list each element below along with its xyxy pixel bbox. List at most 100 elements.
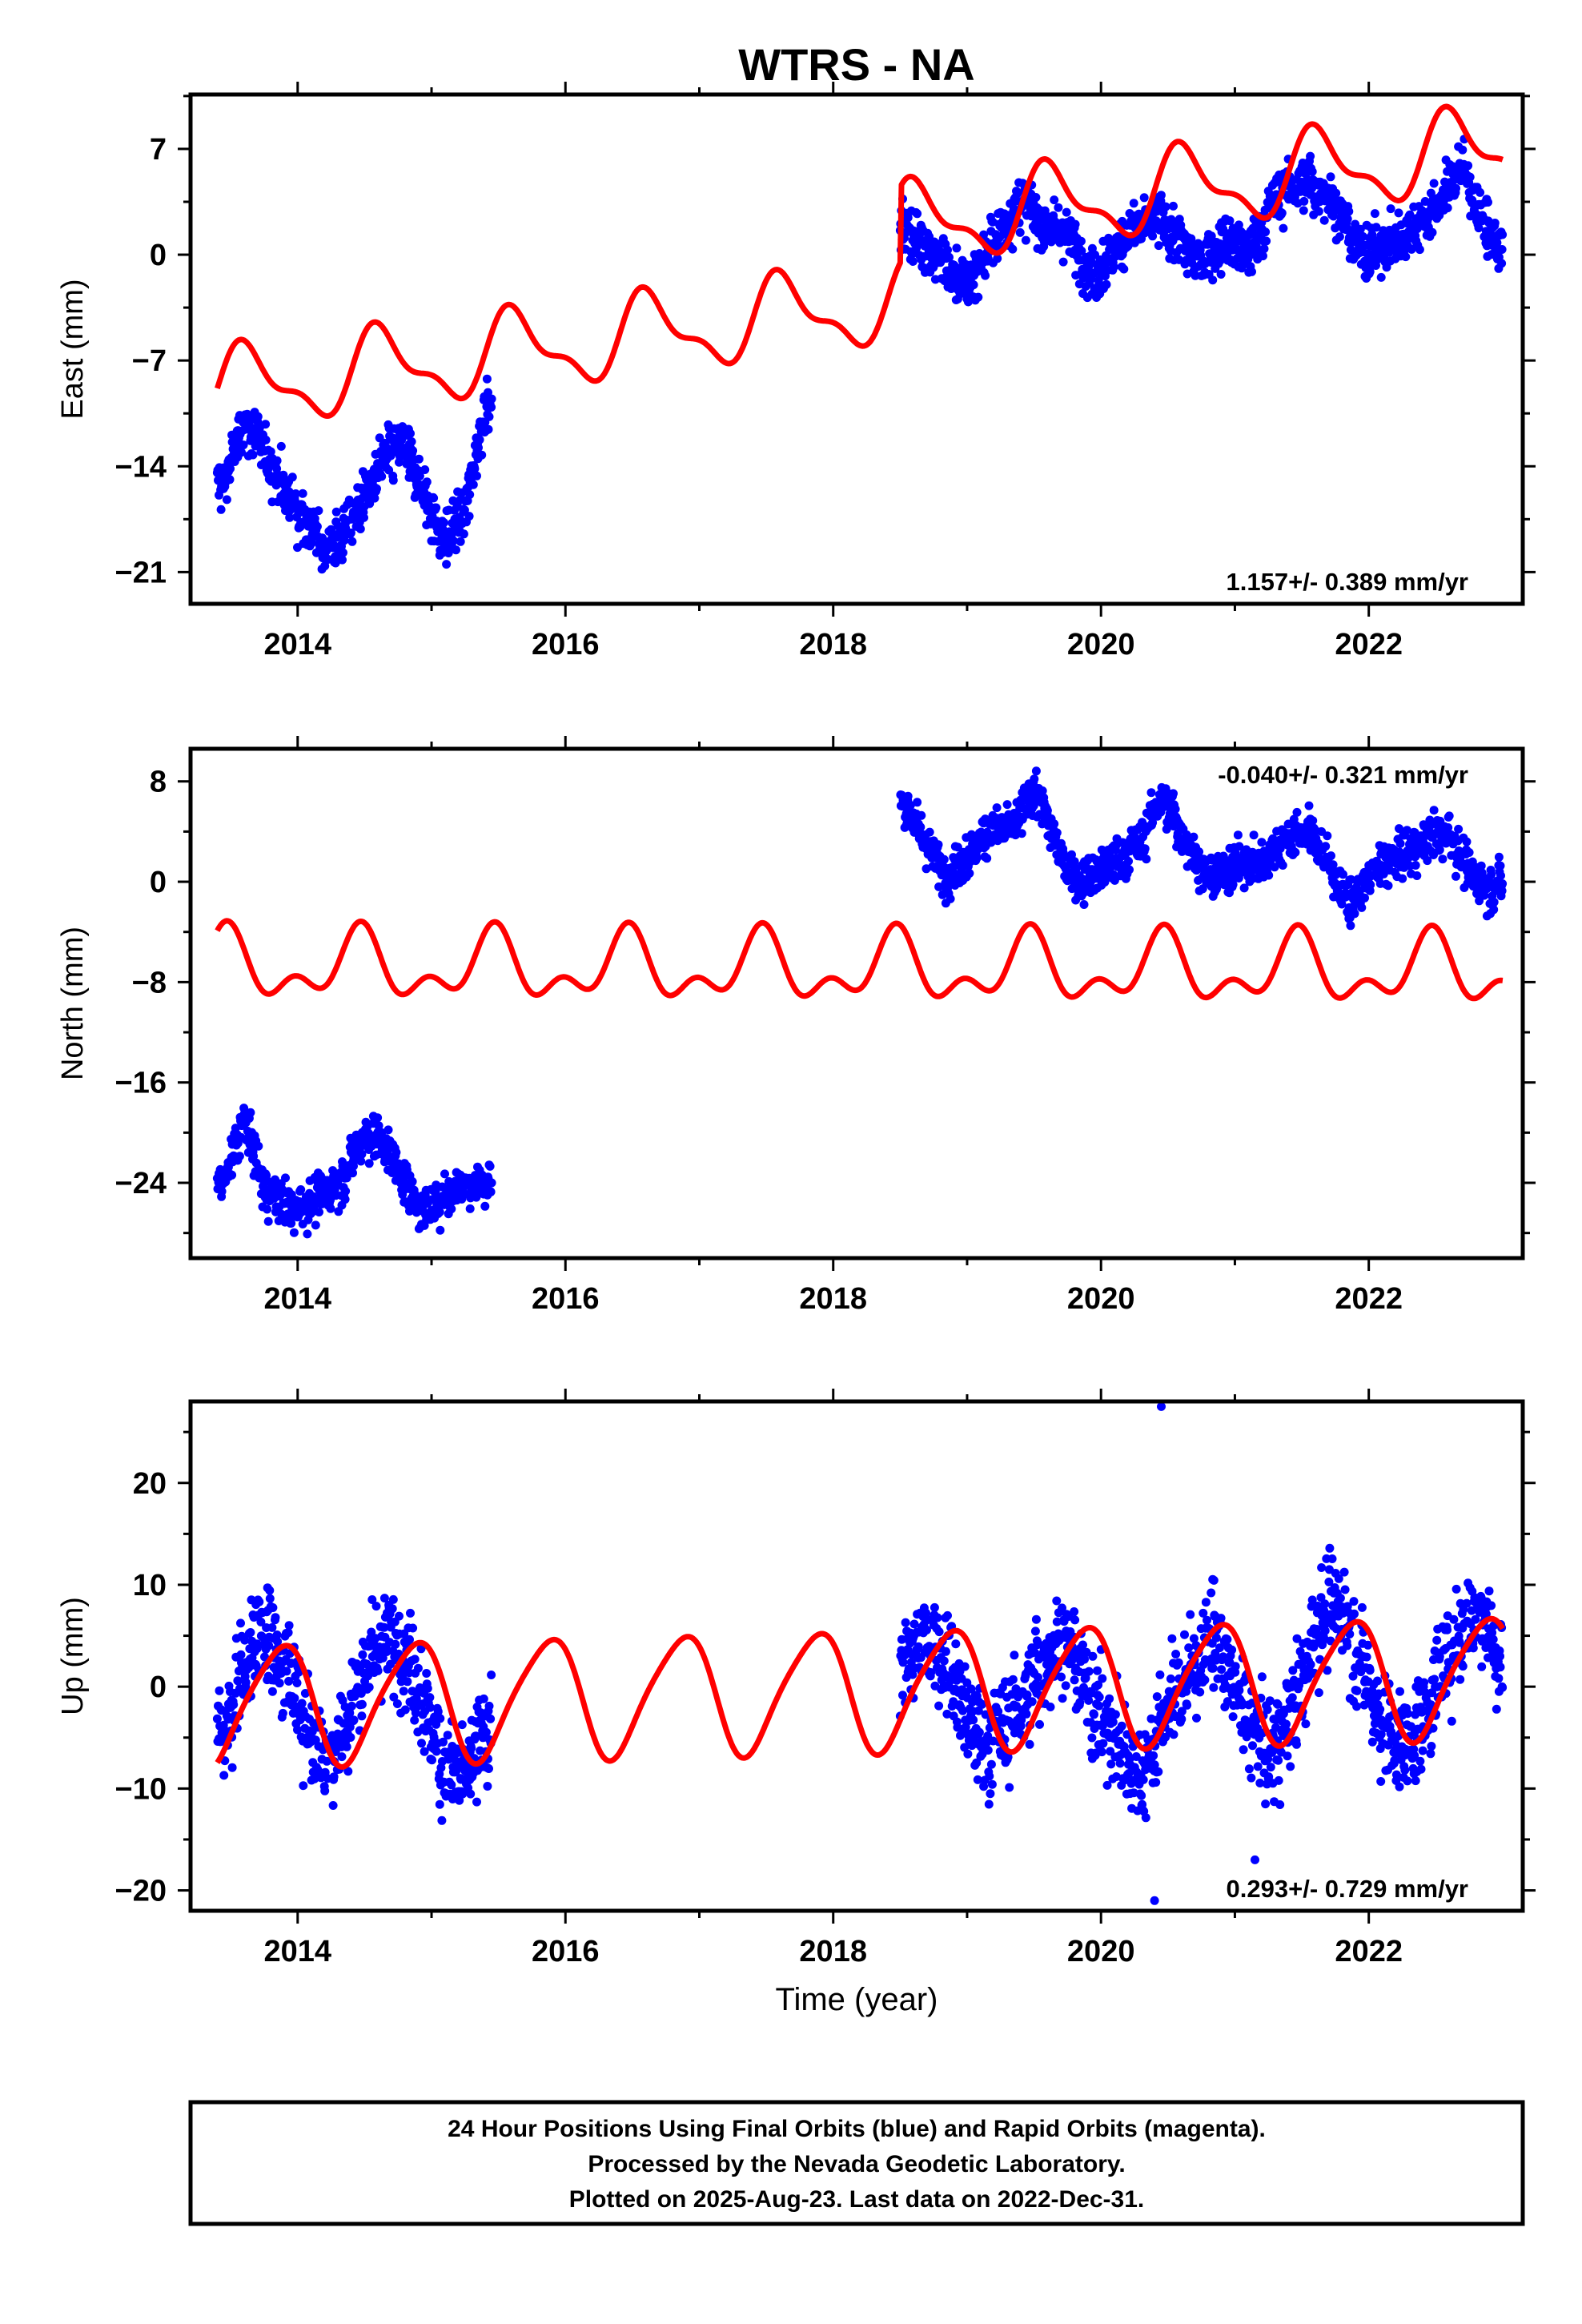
- east-frame: [188, 92, 1525, 606]
- data-point: [391, 1639, 400, 1649]
- data-point: [1209, 1683, 1219, 1692]
- data-point: [1348, 1671, 1358, 1681]
- data-point: [465, 490, 475, 500]
- data-point: [466, 1789, 476, 1799]
- east-rate-label: 1.157+/- 0.389 mm/yr: [1227, 568, 1468, 596]
- data-point: [291, 489, 300, 498]
- data-point: [440, 1169, 449, 1179]
- data-point: [303, 1229, 312, 1239]
- data-point: [215, 1686, 224, 1695]
- data-point: [1259, 244, 1269, 254]
- data-point: [440, 518, 448, 528]
- data-point: [1177, 1707, 1186, 1716]
- data-point: [1108, 1717, 1118, 1727]
- data-point: [487, 403, 496, 412]
- data-point: [1394, 208, 1403, 218]
- data-point: [364, 1159, 374, 1168]
- data-point: [1307, 1595, 1317, 1605]
- data-point: [320, 1786, 330, 1795]
- data-point: [328, 1801, 338, 1810]
- data-point: [965, 869, 974, 878]
- data-point: [1327, 1554, 1337, 1563]
- data-point: [1248, 223, 1258, 233]
- data-point: [1129, 199, 1138, 208]
- data-point: [1166, 1674, 1175, 1683]
- data-point: [1317, 1563, 1327, 1572]
- data-point: [1139, 193, 1149, 203]
- data-point: [1094, 1680, 1103, 1690]
- data-point: [342, 1742, 351, 1751]
- data-point: [946, 894, 955, 903]
- data-point: [276, 441, 286, 451]
- data-point: [1415, 245, 1424, 255]
- data-point: [1487, 870, 1496, 879]
- data-point: [1273, 1699, 1283, 1709]
- data-point: [212, 1714, 222, 1723]
- data-point: [253, 412, 263, 421]
- data-point: [1371, 223, 1381, 232]
- data-point: [985, 1771, 994, 1781]
- data-point: [484, 412, 494, 421]
- x-tick-label: 2022: [1335, 1282, 1403, 1316]
- data-point: [483, 1782, 492, 1791]
- data-point: [1358, 231, 1367, 241]
- data-point: [1100, 878, 1110, 887]
- data-point: [1339, 1567, 1349, 1577]
- data-point: [1057, 1672, 1066, 1682]
- data-point: [1098, 1674, 1107, 1683]
- data-point: [963, 1749, 973, 1759]
- data-point: [1311, 1624, 1321, 1634]
- data-point: [1283, 1751, 1292, 1761]
- y-tick-label: 0: [150, 239, 167, 272]
- data-point: [1301, 1719, 1311, 1729]
- data-point: [1148, 231, 1158, 241]
- data-point: [1292, 1634, 1302, 1643]
- data-point: [1034, 1673, 1042, 1682]
- data-point: [442, 560, 452, 569]
- data-point: [487, 1671, 496, 1679]
- data-point: [1154, 241, 1163, 251]
- data-point: [1070, 1675, 1079, 1685]
- data-point: [1186, 1610, 1195, 1619]
- data-point: [1443, 823, 1453, 832]
- data-point: [281, 1173, 290, 1183]
- data-point: [921, 1608, 930, 1618]
- data-point: [1306, 1660, 1315, 1669]
- data-point: [1464, 848, 1474, 857]
- data-point: [347, 537, 357, 546]
- data-point: [1476, 861, 1486, 870]
- data-point: [372, 484, 381, 493]
- data-point: [917, 810, 926, 820]
- data-point: [1151, 1778, 1161, 1787]
- data-point: [1231, 1662, 1240, 1671]
- x-tick-label: 2018: [799, 1282, 867, 1316]
- data-point: [300, 1689, 310, 1698]
- data-point: [1350, 909, 1359, 919]
- data-point: [1084, 1695, 1094, 1705]
- data-point: [1335, 232, 1344, 242]
- data-point: [1110, 1710, 1120, 1719]
- data-point: [1192, 1713, 1201, 1723]
- data-point: [972, 853, 982, 862]
- data-point: [367, 1595, 377, 1604]
- data-point: [261, 435, 271, 444]
- data-point: [437, 1815, 447, 1825]
- data-point: [1195, 847, 1204, 857]
- data-point: [1182, 1700, 1192, 1710]
- data-point: [1308, 816, 1318, 826]
- data-point: [1070, 1607, 1079, 1616]
- data-point: [294, 1667, 303, 1677]
- data-point: [255, 1597, 264, 1606]
- data-point: [1008, 1675, 1018, 1684]
- data-point: [435, 1799, 444, 1809]
- data-point: [472, 471, 481, 480]
- data-point: [1038, 786, 1047, 795]
- data-point: [292, 1679, 302, 1687]
- data-point: [1225, 216, 1235, 226]
- data-point: [1115, 1759, 1125, 1768]
- data-point: [312, 522, 322, 531]
- data-point: [1402, 826, 1411, 835]
- data-point: [410, 1655, 420, 1664]
- data-point: [403, 1677, 412, 1687]
